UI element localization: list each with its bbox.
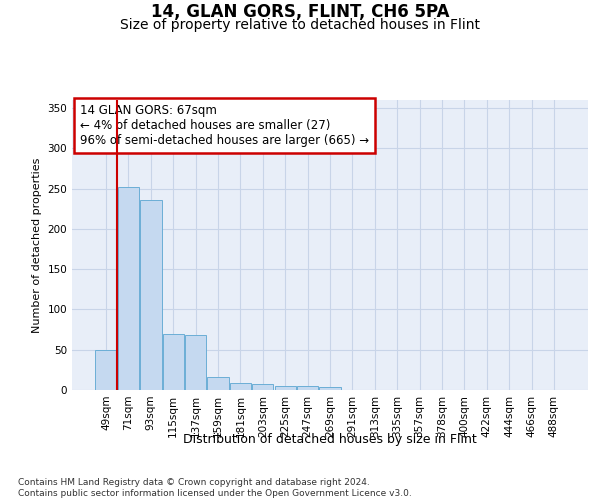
Y-axis label: Number of detached properties: Number of detached properties: [32, 158, 42, 332]
Bar: [252, 384, 274, 390]
Text: 14, GLAN GORS, FLINT, CH6 5PA: 14, GLAN GORS, FLINT, CH6 5PA: [151, 2, 449, 21]
Bar: [208, 377, 229, 390]
Bar: [163, 334, 184, 390]
Bar: [319, 387, 341, 390]
Bar: [95, 350, 117, 390]
Text: Size of property relative to detached houses in Flint: Size of property relative to detached ho…: [120, 18, 480, 32]
Bar: [140, 200, 161, 390]
Bar: [185, 335, 206, 390]
Text: 14 GLAN GORS: 67sqm
← 4% of detached houses are smaller (27)
96% of semi-detache: 14 GLAN GORS: 67sqm ← 4% of detached hou…: [80, 104, 369, 148]
Bar: [230, 383, 251, 390]
Bar: [118, 187, 139, 390]
Bar: [275, 386, 296, 390]
Text: Contains HM Land Registry data © Crown copyright and database right 2024.
Contai: Contains HM Land Registry data © Crown c…: [18, 478, 412, 498]
Bar: [297, 386, 318, 390]
Text: Distribution of detached houses by size in Flint: Distribution of detached houses by size …: [183, 432, 477, 446]
